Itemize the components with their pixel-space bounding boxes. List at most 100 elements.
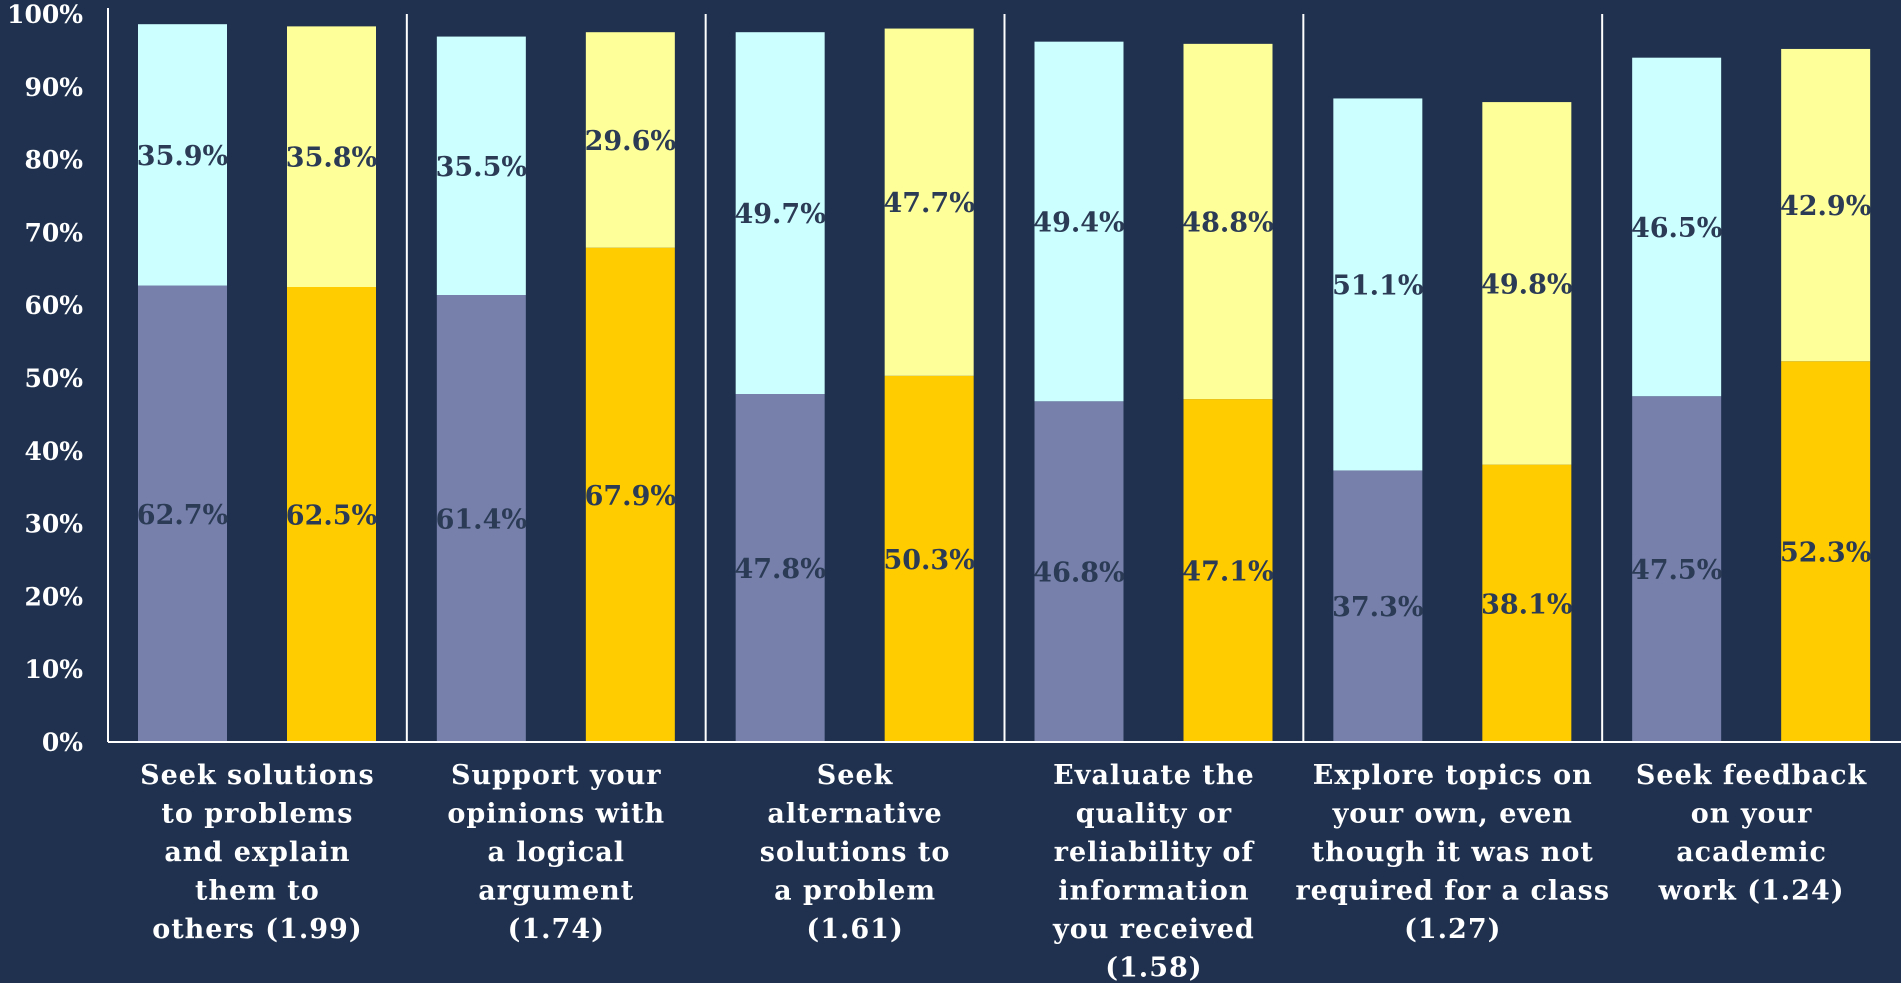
category-label: Seek feedback on your academic work (1.24): [1636, 760, 1868, 907]
y-tick-label: 20%: [24, 582, 83, 611]
bar-segment-upper: [1632, 57, 1722, 397]
bar-segment-upper: [884, 28, 974, 376]
bar-segment-lower: [1781, 361, 1871, 742]
category-label-line: work (1.24): [1658, 876, 1845, 907]
category-label-line: others (1.99): [152, 914, 362, 945]
data-label-lower: 47.5%: [1631, 555, 1722, 586]
data-label-lower: 37.3%: [1332, 592, 1423, 623]
category-label-line: Evaluate the: [1053, 760, 1254, 791]
y-tick-label: 50%: [24, 364, 83, 393]
bar-segment-lower: [1034, 401, 1124, 742]
data-label-lower: 38.1%: [1481, 589, 1572, 620]
category-label-line: quality or: [1076, 799, 1232, 830]
category-label-line: and explain: [164, 837, 350, 868]
data-label-lower: 67.9%: [585, 481, 676, 512]
category-label: Evaluate the quality or reliability of info…: [1052, 760, 1255, 983]
y-tick-label: 10%: [24, 655, 83, 684]
bars-group: [138, 24, 1871, 743]
category-label-line: to problems: [161, 799, 353, 830]
bar-segment-upper: [1034, 41, 1124, 402]
category-label-line: a logical: [488, 837, 626, 868]
category-label-line: (1.58): [1105, 953, 1202, 983]
data-label-lower: 61.4%: [436, 505, 527, 536]
category-labels: Seek solutions to problems and explain them…: [140, 760, 1868, 983]
category-label: Support your opinions with a logical argume…: [447, 760, 665, 945]
bar-segment-lower: [1333, 470, 1423, 742]
data-label-upper: 48.8%: [1182, 207, 1273, 238]
bar-segment-lower: [1482, 464, 1572, 742]
data-label-upper: 35.5%: [436, 152, 527, 183]
data-label-lower: 46.8%: [1033, 558, 1124, 589]
data-label-lower: 47.8%: [734, 554, 825, 585]
data-label-upper: 42.9%: [1780, 191, 1871, 222]
bar-segment-lower: [1632, 396, 1722, 742]
bar-segment-upper: [1333, 98, 1423, 471]
y-tick-label: 70%: [24, 218, 83, 247]
data-label-upper: 49.7%: [734, 199, 825, 230]
category-label-line: required for a class: [1295, 876, 1610, 907]
category-label-line: your own, even: [1332, 799, 1573, 830]
bar-segment-lower: [585, 247, 675, 743]
category-label-line: Explore topics on: [1313, 760, 1593, 791]
y-tick-label: 30%: [24, 510, 83, 539]
bar-segment-lower: [735, 394, 825, 742]
bar-segment-upper: [735, 32, 825, 395]
category-label-line: a problem: [774, 876, 936, 907]
data-label-lower: 52.3%: [1780, 538, 1871, 569]
category-label-line: Seek feedback: [1636, 760, 1868, 791]
bar-segment-lower: [884, 375, 974, 742]
category-label: Seek alternative solutions to a problem (1.6…: [760, 760, 951, 945]
category-label-line: (1.61): [806, 914, 903, 945]
data-label-upper: 46.5%: [1631, 213, 1722, 244]
y-tick-label: 80%: [24, 146, 83, 175]
category-label-line: (1.74): [508, 914, 605, 945]
category-label-line: Seek solutions: [140, 760, 375, 791]
category-label-line: though it was not: [1312, 837, 1594, 868]
data-label-lower: 62.7%: [137, 500, 228, 531]
category-label-line: (1.27): [1404, 914, 1501, 945]
y-tick-label: 100%: [7, 0, 83, 29]
category-label-line: alternative: [767, 799, 942, 830]
bar-segment-upper: [585, 32, 675, 248]
bar-segment-lower: [1183, 399, 1273, 742]
bar-segment-lower: [138, 285, 227, 742]
data-label-upper: 29.6%: [585, 126, 676, 157]
data-label-upper: 35.8%: [286, 143, 377, 174]
bar-segment-upper: [287, 26, 376, 287]
category-label-line: on your: [1691, 799, 1813, 830]
category-label-line: academic: [1676, 837, 1827, 868]
category-label: Explore topics on your own, even though it…: [1295, 760, 1610, 945]
y-axis: 0% 10% 20% 30% 40% 50% 60% 70% 80% 90% 100%: [7, 0, 83, 757]
category-label-line: solutions to: [760, 837, 951, 868]
data-label-upper: 51.1%: [1332, 270, 1423, 301]
data-label-upper: 49.8%: [1481, 269, 1572, 300]
category-label-line: reliability of: [1054, 837, 1256, 868]
y-tick-label: 60%: [24, 291, 83, 320]
axes: [107, 8, 1901, 743]
data-label-lower: 62.5%: [286, 501, 377, 532]
data-label-lower: 47.1%: [1182, 557, 1273, 588]
category-label-line: opinions with: [447, 799, 665, 830]
category-label-line: Support your: [451, 760, 662, 791]
bar-segment-upper: [1781, 48, 1871, 362]
bar-segment-upper: [436, 36, 526, 296]
category-label-line: information: [1058, 876, 1249, 907]
data-label-lower: 50.3%: [883, 545, 974, 576]
data-label-upper: 35.9%: [137, 141, 228, 172]
data-label-upper: 49.4%: [1033, 207, 1124, 238]
y-tick-label: 40%: [24, 437, 83, 466]
category-label: Seek solutions to problems and explain them…: [140, 760, 375, 945]
category-label-line: argument: [478, 876, 634, 907]
bar-segment-upper: [1482, 102, 1572, 465]
y-tick-label: 0%: [42, 728, 83, 757]
category-separators: [405, 14, 1604, 742]
bar-segment-lower: [287, 287, 376, 742]
bar-segment-lower: [436, 295, 526, 742]
data-label-upper: 47.7%: [883, 188, 974, 219]
category-label-line: Seek: [817, 760, 894, 791]
y-tick-label: 90%: [24, 73, 83, 102]
segment-labels: 62.7% 35.9% 62.5% 35.8% 61.4% 35.5% 67.9% 29.6%…: [137, 126, 1872, 623]
category-label-line: them to: [195, 876, 320, 907]
